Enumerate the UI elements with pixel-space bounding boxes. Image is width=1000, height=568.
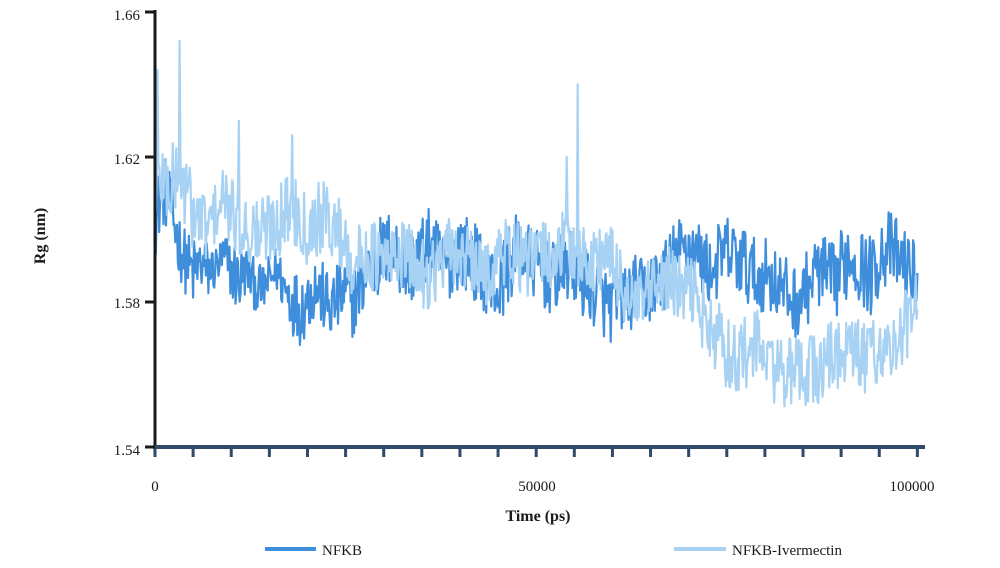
legend: NFKB NFKB-Ivermectin (265, 543, 842, 559)
y-axis-title: Rg (nm) (32, 208, 49, 264)
x-tick-label-50000: 50000 (518, 479, 556, 495)
y-tick-label-1.66: 1.66 (114, 8, 141, 24)
x-axis-title: Time (ps) (505, 508, 570, 525)
legend-label-nfkb-ivermectin: NFKB-Ivermectin (732, 543, 842, 559)
x-tick-label-0: 0 (151, 479, 159, 495)
x-ticks (153, 449, 919, 457)
legend-label-nfkb: NFKB (322, 543, 362, 559)
series-line-nfkb-ivermectin (153, 39, 919, 408)
series-layer (153, 39, 919, 408)
y-tick-label-1.58: 1.58 (114, 296, 140, 312)
y-tick-label-1.62: 1.62 (114, 152, 140, 168)
y-ticks (145, 10, 155, 449)
y-tick-label-1.54: 1.54 (114, 443, 141, 459)
x-tick-label-100000: 100000 (890, 479, 935, 495)
